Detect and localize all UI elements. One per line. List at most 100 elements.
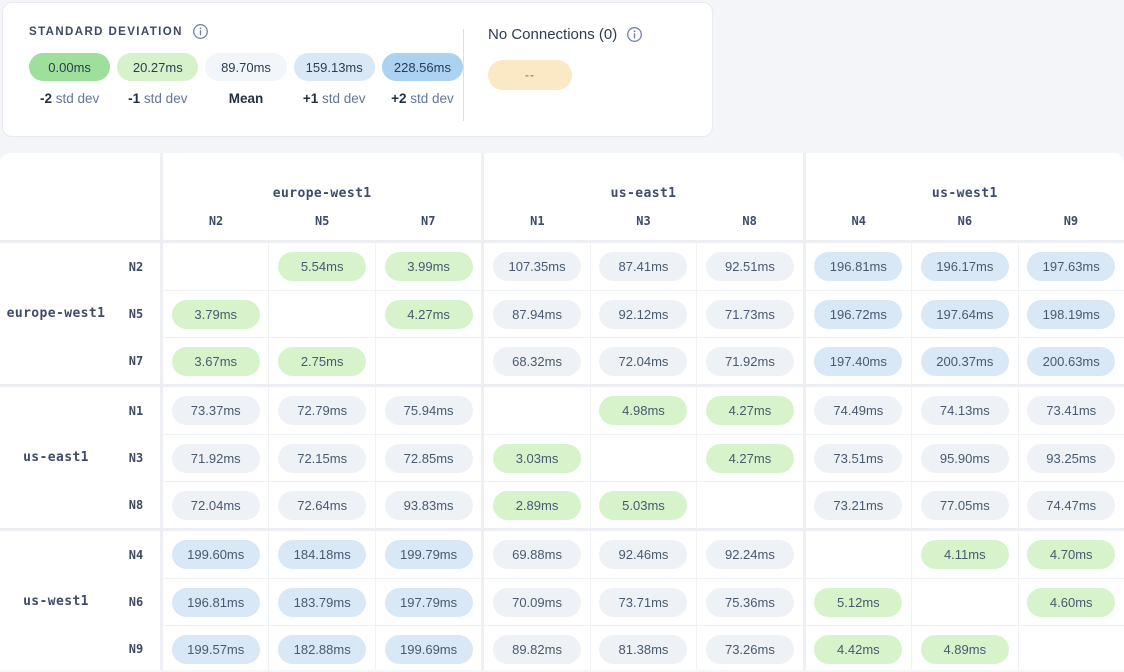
latency-pill-n1-n3[interactable]: 4.98ms — [599, 396, 688, 425]
latency-pill-n5-n7[interactable]: 4.27ms — [384, 299, 473, 329]
latency-pill-n4-n6[interactable]: 4.11ms — [920, 540, 1009, 569]
legend-label-1: -1 std dev — [128, 91, 188, 106]
info-icon[interactable] — [626, 26, 643, 43]
latency-cell-n9-n3: 81.38ms — [589, 626, 696, 670]
column-node-label-n2: N2 — [208, 214, 224, 228]
latency-pill-n3-n8[interactable]: 4.27ms — [705, 443, 794, 473]
latency-pill-n9-n5[interactable]: 182.88ms — [278, 634, 367, 664]
latency-pill-n5-n8[interactable]: 71.73ms — [705, 299, 794, 329]
latency-pill-n1-n8[interactable]: 4.27ms — [705, 396, 794, 425]
latency-pill-n3-n6[interactable]: 95.90ms — [920, 443, 1009, 473]
latency-pill-n1-n6[interactable]: 74.13ms — [920, 396, 1009, 425]
latency-pill-n7-n9[interactable]: 200.63ms — [1027, 346, 1116, 376]
latency-pill-n9-n7[interactable]: 199.69ms — [384, 634, 473, 664]
latency-pill-n3-n9[interactable]: 93.25ms — [1027, 443, 1116, 473]
latency-pill-n9-n6[interactable]: 4.89ms — [920, 634, 1009, 664]
latency-pill-n5-n2[interactable]: 3.79ms — [171, 299, 260, 329]
info-icon[interactable] — [192, 23, 209, 40]
latency-cell-n9-n7: 199.69ms — [374, 626, 481, 670]
latency-pill-n5-n9[interactable]: 198.19ms — [1027, 299, 1116, 329]
matrix-row-n6: us-west1 N6 196.81ms 183.79ms 197.79ms 70.09m… — [0, 578, 1124, 625]
latency-pill-n4-n3[interactable]: 92.46ms — [599, 540, 688, 569]
latency-cell-n6-n7: 197.79ms — [374, 579, 481, 625]
latency-pill-n6-n8[interactable]: 75.36ms — [705, 587, 794, 617]
latency-pill-n6-n3[interactable]: 73.71ms — [599, 587, 688, 617]
column-region-label: us-west1 — [931, 186, 998, 201]
latency-pill-n4-n7[interactable]: 199.79ms — [384, 540, 473, 569]
latency-pill-n7-n8[interactable]: 71.92ms — [705, 346, 794, 376]
latency-pill-n3-n4[interactable]: 73.51ms — [814, 443, 903, 473]
latency-pill-n7-n5[interactable]: 2.75ms — [278, 346, 367, 376]
latency-pill-n8-n1[interactable]: 2.89ms — [493, 490, 582, 520]
legend-pill-1: 20.27ms — [117, 53, 199, 81]
latency-pill-n6-n4[interactable]: 5.12ms — [814, 587, 903, 617]
latency-pill-n6-n2[interactable]: 196.81ms — [171, 587, 260, 617]
latency-cell-n3-n8: 4.27ms — [696, 435, 802, 481]
latency-pill-n2-n1[interactable]: 107.35ms — [493, 252, 582, 281]
latency-pill-n9-n4[interactable]: 4.42ms — [814, 634, 903, 664]
latency-pill-n6-n9[interactable]: 4.60ms — [1027, 587, 1116, 617]
latency-pill-n3-n5[interactable]: 72.15ms — [278, 443, 367, 473]
latency-cell-n6-n3: 73.71ms — [589, 579, 696, 625]
latency-pill-n6-n7[interactable]: 197.79ms — [384, 587, 473, 617]
latency-cell-n2-n4: 196.81ms — [802, 243, 911, 290]
latency-pill-n4-n9[interactable]: 4.70ms — [1027, 540, 1116, 569]
latency-pill-n2-n6[interactable]: 196.17ms — [920, 252, 1009, 281]
latency-pill-n9-n3[interactable]: 81.38ms — [599, 634, 688, 664]
latency-pill-n3-n7[interactable]: 72.85ms — [384, 443, 473, 473]
latency-pill-n1-n9[interactable]: 73.41ms — [1027, 396, 1116, 425]
latency-pill-n1-n5[interactable]: 72.79ms — [278, 396, 367, 425]
latency-pill-n2-n3[interactable]: 87.41ms — [599, 252, 688, 281]
latency-pill-n2-n8[interactable]: 92.51ms — [705, 252, 794, 281]
latency-pill-n2-n9[interactable]: 197.63ms — [1027, 252, 1116, 281]
latency-pill-n8-n5[interactable]: 72.64ms — [278, 490, 367, 520]
latency-pill-n9-n1[interactable]: 89.82ms — [493, 634, 582, 664]
latency-pill-n2-n5[interactable]: 5.54ms — [278, 252, 367, 281]
latency-pill-n6-n1[interactable]: 70.09ms — [493, 587, 582, 617]
latency-cell-n7-n2: 3.67ms — [160, 338, 268, 384]
latency-pill-n4-n5[interactable]: 184.18ms — [278, 540, 367, 569]
latency-cell-n1-n7: 75.94ms — [374, 387, 481, 434]
latency-pill-n5-n1[interactable]: 87.94ms — [493, 299, 582, 329]
latency-cell-n6-n6 — [911, 579, 1017, 625]
latency-cell-n7-n3: 72.04ms — [589, 338, 696, 384]
latency-cell-n8-n9: 74.47ms — [1017, 482, 1124, 528]
latency-pill-n2-n4[interactable]: 196.81ms — [814, 252, 903, 281]
latency-pill-n7-n6[interactable]: 200.37ms — [920, 346, 1009, 376]
latency-pill-n7-n2[interactable]: 3.67ms — [171, 346, 260, 376]
latency-pill-n8-n3[interactable]: 5.03ms — [599, 490, 688, 520]
legend-pill-1: 159.13ms — [293, 53, 375, 81]
legend-card: STANDARD DEVIATION 0.00ms 20.27ms 89.70ms 1… — [2, 2, 713, 137]
latency-pill-n5-n3[interactable]: 92.12ms — [599, 299, 688, 329]
column-node-label-n1: N1 — [530, 214, 545, 228]
latency-pill-n4-n8[interactable]: 92.24ms — [705, 540, 794, 569]
latency-pill-n9-n2[interactable]: 199.57ms — [171, 634, 260, 664]
latency-pill-n8-n6[interactable]: 77.05ms — [920, 490, 1009, 520]
latency-pill-n5-n6[interactable]: 197.64ms — [920, 299, 1009, 329]
latency-pill-n3-n2[interactable]: 71.92ms — [171, 443, 260, 473]
latency-pill-n8-n4[interactable]: 73.21ms — [814, 490, 903, 520]
latency-pill-n5-n4[interactable]: 196.72ms — [814, 299, 903, 329]
latency-pill-n8-n9[interactable]: 74.47ms — [1027, 490, 1116, 520]
row-region-label: us-west1 — [23, 594, 89, 609]
latency-pill-n8-n7[interactable]: 93.83ms — [384, 490, 473, 520]
latency-cell-n3-n4: 73.51ms — [802, 435, 911, 481]
no-connections-pill: -- — [488, 60, 572, 90]
latency-pill-n8-n2[interactable]: 72.04ms — [171, 490, 260, 520]
latency-pill-n3-n1[interactable]: 3.03ms — [493, 443, 582, 473]
latency-pill-n6-n5[interactable]: 183.79ms — [278, 587, 367, 617]
latency-pill-n7-n3[interactable]: 72.04ms — [599, 346, 688, 376]
latency-cell-n8-n7: 93.83ms — [374, 482, 481, 528]
latency-cell-n1-n1 — [481, 387, 589, 434]
latency-pill-n4-n2[interactable]: 199.60ms — [171, 540, 260, 569]
latency-pill-n1-n4[interactable]: 74.49ms — [814, 396, 903, 425]
latency-pill-n7-n4[interactable]: 197.40ms — [814, 346, 903, 376]
latency-pill-n9-n8[interactable]: 73.26ms — [705, 634, 794, 664]
latency-pill-n1-n7[interactable]: 75.94ms — [384, 396, 473, 425]
latency-cell-n7-n9: 200.63ms — [1017, 338, 1124, 384]
latency-pill-n2-n7[interactable]: 3.99ms — [384, 252, 473, 281]
latency-pill-n7-n1[interactable]: 68.32ms — [493, 346, 582, 376]
latency-cell-n4-n5: 184.18ms — [268, 531, 374, 578]
latency-pill-n1-n2[interactable]: 73.37ms — [171, 396, 260, 425]
latency-pill-n4-n1[interactable]: 69.88ms — [493, 540, 582, 569]
